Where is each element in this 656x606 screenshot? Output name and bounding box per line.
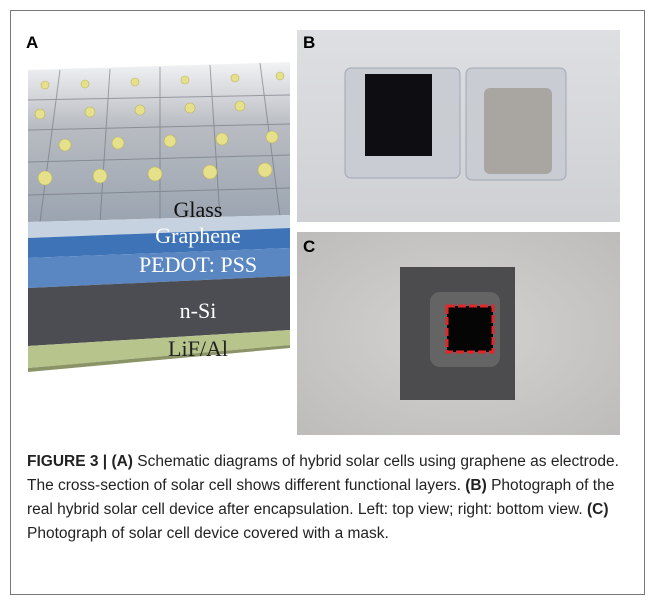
layer-label: LiF/Al [168, 336, 228, 361]
caption-text: Photograph of the real hybrid solar cell… [27, 477, 615, 518]
caption-text: Photograph of solar cell device covered … [27, 525, 389, 542]
panel-label: A [26, 33, 38, 52]
panel-label: C [303, 237, 315, 256]
caption-part-label: (C) [587, 501, 609, 518]
layer-label: Glass [174, 197, 223, 222]
caption-part-label: (A) [111, 453, 133, 470]
schematic [27, 62, 291, 372]
figure: A Glass Graphene PEDOT: PSS n-Si LiF/Al … [26, 30, 620, 435]
layer-label: Graphene [155, 223, 241, 248]
figure-frame [10, 10, 645, 595]
caption: FIGURE 3 | (A) Schematic diagrams of hyb… [27, 450, 632, 546]
layer-label: PEDOT: PSS [139, 252, 257, 277]
figure-label: FIGURE 3 | [27, 453, 108, 470]
photo-b [297, 30, 620, 222]
panel-label: B [303, 33, 315, 52]
layer-label: n-Si [180, 298, 217, 323]
caption-text: Schematic diagrams of hybrid solar cells… [27, 453, 619, 494]
photo-c [297, 232, 620, 435]
caption-part-label: (B) [465, 477, 487, 494]
